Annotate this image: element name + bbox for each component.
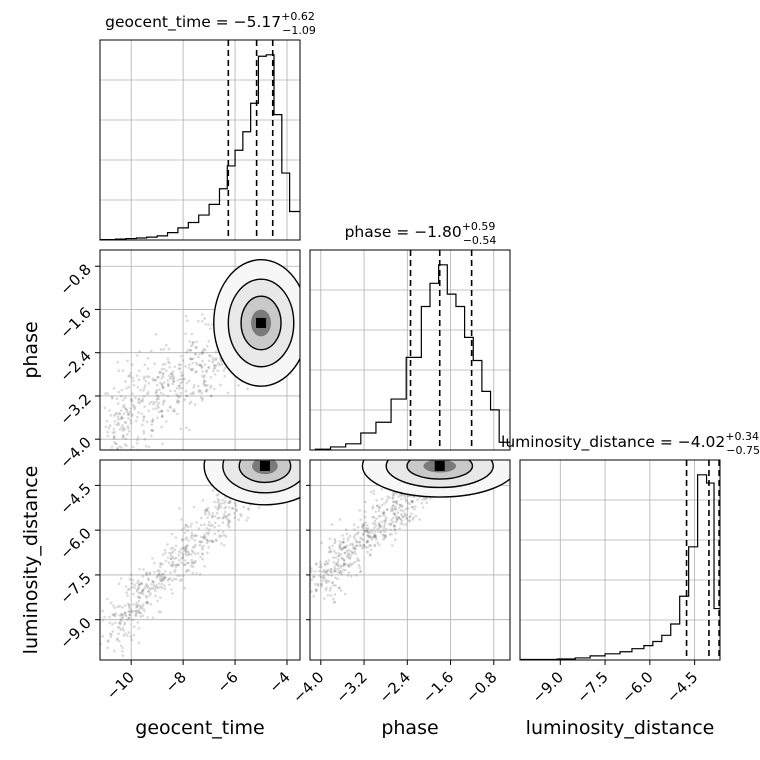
title-main-geocent_time: geocent_time = −5.17 — [105, 13, 281, 32]
y-axis-label-phase: phase — [20, 321, 42, 378]
samples-phase-luminosity_distance — [310, 460, 510, 604]
title-main-phase: phase = −1.80 — [345, 223, 462, 241]
panel-frame-phase-luminosity_distance — [309, 459, 511, 661]
y-tick-label-phase: −2.4 — [56, 347, 94, 385]
histogram-phase — [314, 264, 510, 450]
hist-grid-geocent_time — [100, 40, 300, 240]
density-peak — [434, 460, 445, 471]
y-tick-label-phase: −3.2 — [56, 390, 94, 428]
x-tick-label-luminosity_distance: −6.0 — [618, 668, 656, 706]
x-tick-label-geocent_time: −10 — [103, 668, 138, 703]
title-plus-luminosity_distance: +0.34 — [725, 430, 759, 443]
samples-geocent_time-phase — [103, 259, 300, 450]
x-tick-label-luminosity_distance: −4.5 — [663, 668, 701, 706]
panel-frame-geocent_time — [99, 39, 301, 241]
samples-geocent_time-luminosity_distance — [100, 460, 300, 657]
histogram-geocent_time — [100, 54, 300, 240]
x-tick-label-phase: −0.8 — [462, 668, 500, 706]
title-phase: phase = −1.80+0.59 — [345, 220, 496, 241]
y-tick-label-luminosity_distance: −6.0 — [56, 524, 94, 562]
hist-grid-luminosity_distance — [520, 460, 720, 660]
title-minus-geocent_time: −1.09 — [282, 24, 316, 37]
x-axis-label-phase: phase — [381, 717, 438, 739]
title-plus-geocent_time: +0.62 — [281, 10, 315, 23]
x-tick-label-phase: −2.4 — [376, 668, 414, 706]
title-luminosity_distance: luminosity_distance = −4.02+0.34 — [501, 430, 759, 452]
panel-frame-geocent_time-luminosity_distance — [99, 459, 301, 661]
x-axis-label-luminosity_distance: luminosity_distance — [526, 717, 715, 739]
x-tick-label-geocent_time: −8 — [162, 668, 190, 696]
x-tick-label-phase: −3.2 — [332, 668, 370, 706]
x-tick-label-geocent_time: −6 — [214, 668, 242, 696]
x-tick-label-phase: −1.6 — [419, 668, 457, 706]
title-minus-phase: −0.54 — [463, 234, 497, 247]
density-peak — [256, 317, 267, 328]
y-tick-label-luminosity_distance: −4.5 — [56, 479, 94, 517]
title-main-luminosity_distance: luminosity_distance = −4.02 — [501, 433, 725, 452]
panel-frame-phase — [309, 249, 511, 451]
panel-frame-geocent_time-phase — [99, 249, 301, 451]
y-tick-label-phase: −1.6 — [56, 304, 94, 342]
density-peak — [259, 460, 270, 471]
title-minus-luminosity_distance: −0.75 — [726, 444, 760, 457]
title-plus-phase: +0.59 — [462, 220, 496, 233]
y-tick-label-phase: −0.8 — [56, 260, 94, 298]
panel-frame-luminosity_distance — [519, 459, 721, 661]
title-geocent_time: geocent_time = −5.17+0.62 — [105, 10, 315, 32]
y-tick-label-luminosity_distance: −7.5 — [56, 569, 94, 607]
x-tick-label-luminosity_distance: −9.0 — [529, 668, 567, 706]
x-tick-label-luminosity_distance: −7.5 — [573, 668, 611, 706]
y-tick-label-luminosity_distance: −9.0 — [56, 614, 94, 652]
histogram-luminosity_distance — [520, 474, 720, 660]
x-axis-label-geocent_time: geocent_time — [135, 717, 264, 739]
y-tick-label-phase: −4.0 — [56, 433, 94, 471]
x-tick-label-phase: −4.0 — [289, 668, 327, 706]
y-axis-label-luminosity_distance: luminosity_distance — [20, 466, 42, 655]
